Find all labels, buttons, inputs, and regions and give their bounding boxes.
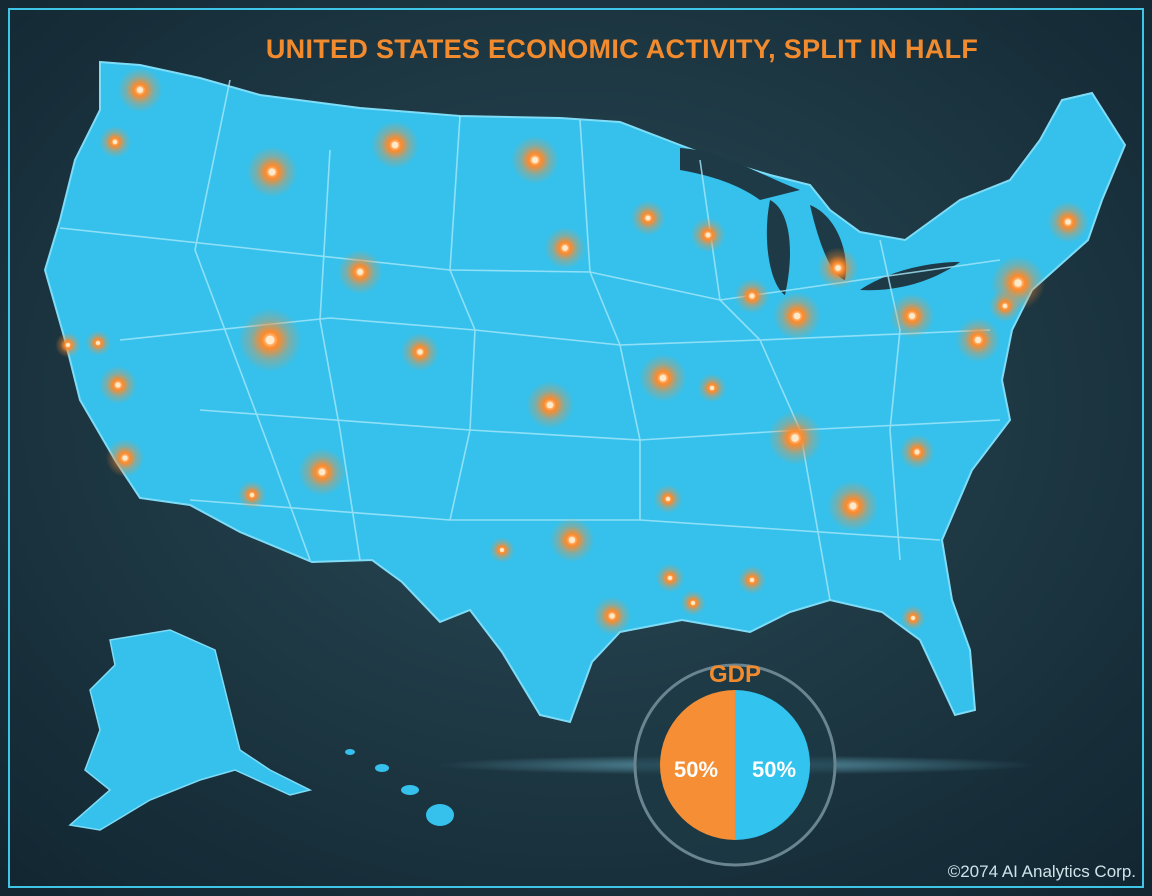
hotspot-core: [659, 374, 667, 382]
hotspot-core: [562, 245, 568, 251]
hotspot-core: [268, 168, 276, 176]
hotspot-core: [749, 293, 755, 299]
activity-hotspots: [55, 67, 1089, 636]
hotspot-core: [911, 616, 915, 620]
hotspot-core: [645, 215, 651, 221]
hawaii: [345, 749, 454, 826]
gdp-chart: GDP 50% 50%: [435, 661, 1035, 867]
hotspot-core: [318, 468, 326, 476]
hotspot-core: [66, 343, 70, 347]
hotspot-core: [666, 497, 670, 501]
chart-title: GDP: [709, 661, 761, 688]
pie-slice: [660, 690, 735, 840]
hotspot-core: [705, 232, 711, 238]
title: UNITED STATES ECONOMIC ACTIVITY, SPLIT I…: [266, 34, 978, 64]
hotspot-core: [115, 382, 121, 388]
hotspot-core: [265, 335, 275, 345]
pie-label: 50%: [752, 757, 796, 782]
hotspot-core: [668, 576, 672, 580]
hotspot-core: [750, 578, 754, 582]
pie: 50% 50%: [660, 690, 810, 840]
hotspot-core: [793, 312, 801, 320]
hotspot-core: [531, 156, 539, 164]
footer: ©2074 AI Analytics Corp.: [948, 862, 1136, 881]
hotspot-core: [1065, 219, 1071, 225]
hotspot-core: [609, 613, 615, 619]
great-lakes: [680, 148, 960, 295]
hotspot-core: [974, 336, 982, 344]
hotspot-core: [691, 601, 695, 605]
hotspot-core: [122, 455, 128, 461]
hotspot-core: [835, 265, 841, 271]
hotspot-core: [250, 493, 254, 497]
hotspot-core: [791, 434, 799, 442]
hotspot-core: [500, 548, 504, 552]
pie-label: 50%: [674, 757, 718, 782]
hotspot-core: [849, 502, 857, 510]
hotspot-core: [568, 536, 576, 544]
us-map: [43, 60, 1127, 831]
hotspot-core: [112, 139, 118, 145]
hotspot-core: [1002, 303, 1008, 309]
pie-slice: [735, 690, 810, 840]
contiguous-us: [43, 60, 1127, 724]
hotspot-core: [391, 141, 399, 149]
hotspot-core: [908, 312, 916, 320]
hotspot-core: [710, 386, 714, 390]
hotspot-core: [136, 86, 144, 94]
alaska: [68, 629, 313, 831]
hotspot-core: [417, 349, 423, 355]
hotspot-core: [96, 341, 100, 345]
hotspot-core: [914, 449, 920, 455]
hotspot-core: [546, 401, 554, 409]
hotspot-core: [1014, 279, 1022, 287]
frame: [8, 8, 1144, 888]
hotspot-core: [356, 268, 364, 276]
